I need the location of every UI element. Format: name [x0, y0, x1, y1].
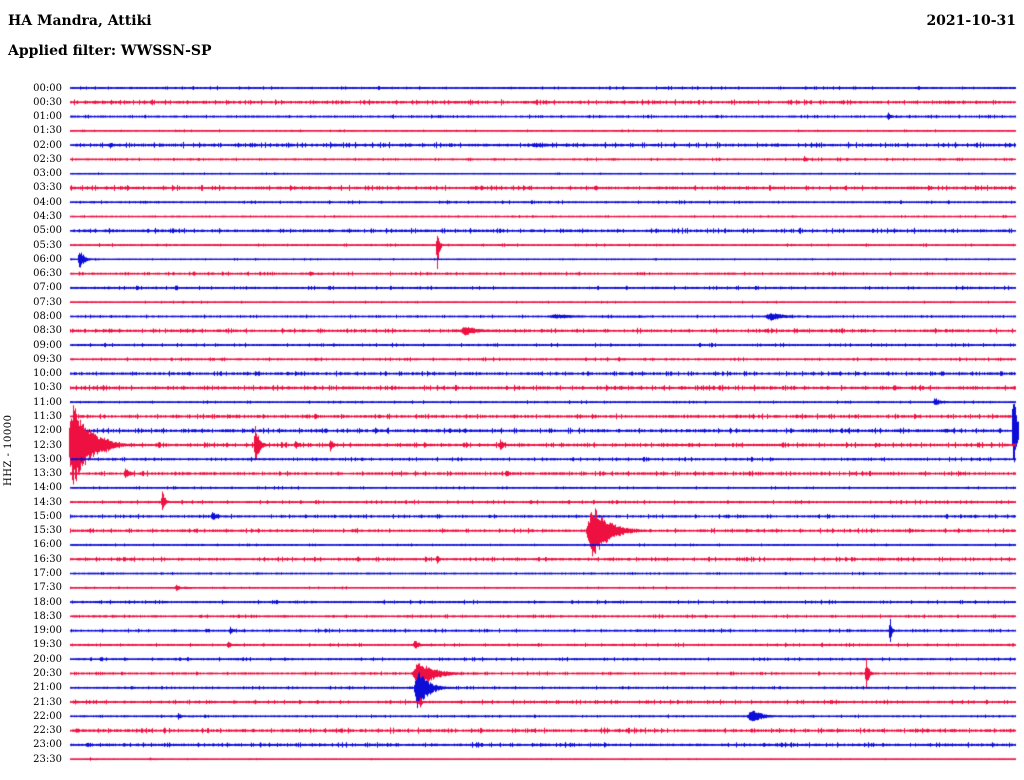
time-label: 16:30 [33, 553, 62, 565]
time-label: 16:00 [33, 539, 62, 551]
time-label: 10:30 [33, 382, 62, 394]
time-label: 19:30 [33, 639, 62, 651]
time-label: 14:00 [33, 482, 62, 494]
time-label: 18:00 [33, 596, 62, 608]
time-label: 21:30 [33, 696, 62, 708]
time-label: 03:30 [33, 182, 62, 194]
time-label: 20:30 [33, 667, 62, 679]
time-label: 11:00 [33, 396, 62, 408]
time-label: 01:00 [33, 111, 62, 123]
time-label: 23:30 [33, 753, 62, 765]
time-label: 09:00 [33, 339, 62, 351]
time-label: 03:00 [33, 168, 62, 180]
time-label: 21:00 [33, 682, 62, 694]
time-label: 08:00 [33, 310, 62, 322]
time-label: 06:30 [33, 268, 62, 280]
time-label: 15:00 [33, 510, 62, 522]
time-label: 20:00 [33, 653, 62, 665]
time-label: 08:30 [33, 325, 62, 337]
time-label: 17:00 [33, 568, 62, 580]
time-label: 02:00 [33, 139, 62, 151]
time-label: 00:30 [33, 96, 62, 108]
time-label: 10:00 [33, 368, 62, 380]
time-label: 02:30 [33, 153, 62, 165]
time-label: 22:30 [33, 725, 62, 737]
time-label: 19:00 [33, 625, 62, 637]
time-label: 01:30 [33, 125, 62, 137]
time-label: 00:00 [33, 82, 62, 94]
time-label: 18:30 [33, 610, 62, 622]
time-label: 17:30 [33, 582, 62, 594]
time-label: 14:30 [33, 496, 62, 508]
time-label: 09:30 [33, 353, 62, 365]
time-label: 22:00 [33, 710, 62, 722]
time-label: 05:00 [33, 225, 62, 237]
time-label: 07:00 [33, 282, 62, 294]
time-label: 15:30 [33, 525, 62, 537]
time-label: 11:30 [33, 410, 62, 422]
time-label: 13:30 [33, 468, 62, 480]
time-label: 04:00 [33, 196, 62, 208]
time-label: 06:00 [33, 253, 62, 265]
time-label: 23:00 [33, 739, 62, 751]
time-label: 04:30 [33, 211, 62, 223]
time-label: 12:30 [33, 439, 62, 451]
time-label: 12:00 [33, 425, 62, 437]
time-label: 07:30 [33, 296, 62, 308]
time-label: 05:30 [33, 239, 62, 251]
time-label: 13:00 [33, 453, 62, 465]
